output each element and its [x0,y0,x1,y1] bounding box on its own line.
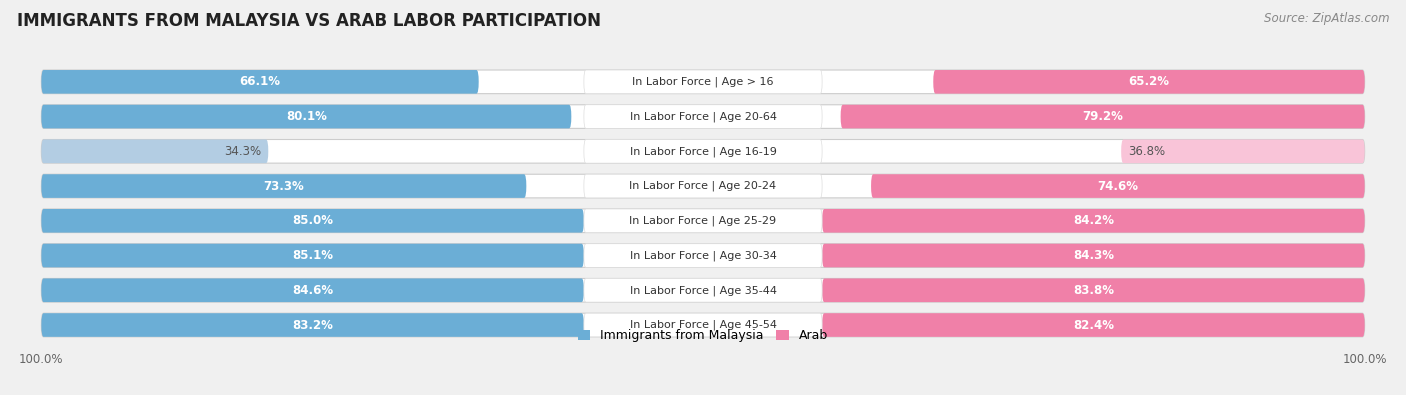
FancyBboxPatch shape [823,278,1365,302]
Text: IMMIGRANTS FROM MALAYSIA VS ARAB LABOR PARTICIPATION: IMMIGRANTS FROM MALAYSIA VS ARAB LABOR P… [17,12,600,30]
Text: 36.8%: 36.8% [1128,145,1166,158]
FancyBboxPatch shape [41,174,1365,198]
Text: 73.3%: 73.3% [263,180,304,192]
Text: 74.6%: 74.6% [1097,180,1139,192]
Text: 82.4%: 82.4% [1073,318,1114,331]
Text: In Labor Force | Age 35-44: In Labor Force | Age 35-44 [630,285,776,295]
Text: 84.6%: 84.6% [292,284,333,297]
Text: 65.2%: 65.2% [1129,75,1170,88]
FancyBboxPatch shape [41,244,583,267]
FancyBboxPatch shape [41,174,526,198]
FancyBboxPatch shape [41,70,1365,94]
Text: 66.1%: 66.1% [239,75,281,88]
FancyBboxPatch shape [1121,139,1365,163]
Text: In Labor Force | Age 20-64: In Labor Force | Age 20-64 [630,111,776,122]
FancyBboxPatch shape [41,209,583,233]
Text: 85.1%: 85.1% [292,249,333,262]
FancyBboxPatch shape [41,139,1365,163]
FancyBboxPatch shape [823,244,1365,267]
Text: 84.2%: 84.2% [1073,214,1114,227]
FancyBboxPatch shape [41,278,583,302]
Text: Source: ZipAtlas.com: Source: ZipAtlas.com [1264,12,1389,25]
FancyBboxPatch shape [583,139,823,163]
FancyBboxPatch shape [934,70,1365,94]
Text: In Labor Force | Age 30-34: In Labor Force | Age 30-34 [630,250,776,261]
FancyBboxPatch shape [41,139,269,163]
FancyBboxPatch shape [41,105,571,128]
FancyBboxPatch shape [41,244,1365,267]
FancyBboxPatch shape [583,105,823,128]
Legend: Immigrants from Malaysia, Arab: Immigrants from Malaysia, Arab [572,324,834,347]
FancyBboxPatch shape [841,105,1365,128]
FancyBboxPatch shape [872,174,1365,198]
FancyBboxPatch shape [583,70,823,94]
FancyBboxPatch shape [41,209,1365,233]
Text: In Labor Force | Age 16-19: In Labor Force | Age 16-19 [630,146,776,156]
FancyBboxPatch shape [823,209,1365,233]
Text: In Labor Force | Age > 16: In Labor Force | Age > 16 [633,77,773,87]
FancyBboxPatch shape [823,313,1365,337]
Text: 85.0%: 85.0% [292,214,333,227]
Text: 84.3%: 84.3% [1073,249,1114,262]
Text: 80.1%: 80.1% [285,110,326,123]
Text: In Labor Force | Age 20-24: In Labor Force | Age 20-24 [630,181,776,191]
FancyBboxPatch shape [41,313,583,337]
Text: 34.3%: 34.3% [225,145,262,158]
FancyBboxPatch shape [583,278,823,302]
FancyBboxPatch shape [41,278,1365,302]
Text: In Labor Force | Age 45-54: In Labor Force | Age 45-54 [630,320,776,330]
FancyBboxPatch shape [583,244,823,267]
FancyBboxPatch shape [41,313,1365,337]
FancyBboxPatch shape [41,105,1365,128]
Text: 79.2%: 79.2% [1083,110,1123,123]
Text: 83.2%: 83.2% [292,318,333,331]
FancyBboxPatch shape [583,313,823,337]
Text: 83.8%: 83.8% [1073,284,1114,297]
Text: In Labor Force | Age 25-29: In Labor Force | Age 25-29 [630,216,776,226]
FancyBboxPatch shape [583,209,823,233]
FancyBboxPatch shape [583,174,823,198]
FancyBboxPatch shape [41,70,478,94]
